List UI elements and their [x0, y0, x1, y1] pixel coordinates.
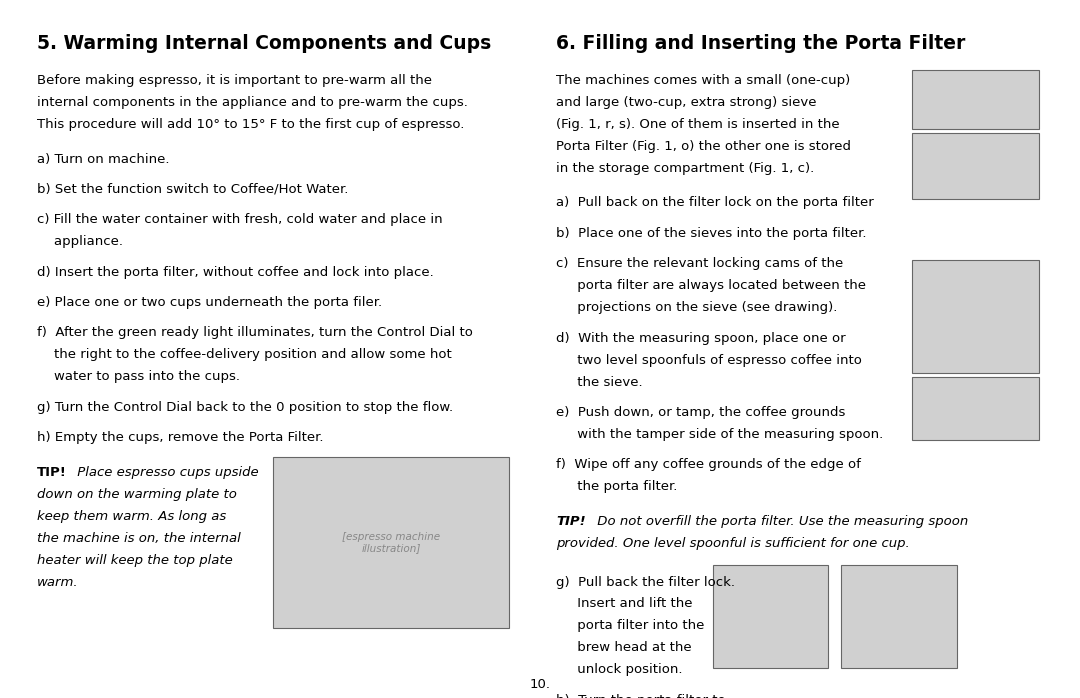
Text: a) Turn on machine.: a) Turn on machine. — [37, 153, 170, 165]
Text: e)  Push down, or tamp, the coffee grounds: e) Push down, or tamp, the coffee ground… — [556, 406, 846, 419]
Text: d) Insert the porta filter, without coffee and lock into place.: d) Insert the porta filter, without coff… — [37, 265, 433, 279]
Text: The machines comes with a small (one-cup): The machines comes with a small (one-cup… — [556, 74, 850, 87]
Text: TIP!: TIP! — [37, 466, 67, 479]
Text: f)  After the green ready light illuminates, turn the Control Dial to: f) After the green ready light illuminat… — [37, 326, 473, 339]
Text: brew head at the: brew head at the — [556, 641, 692, 655]
Text: Before making espresso, it is important to pre-warm all the: Before making espresso, it is important … — [37, 74, 432, 87]
Text: g)  Pull back the filter lock.: g) Pull back the filter lock. — [556, 575, 735, 588]
Text: c) Fill the water container with fresh, cold water and place in: c) Fill the water container with fresh, … — [37, 214, 443, 226]
Text: a)  Pull back on the filter lock on the porta filter: a) Pull back on the filter lock on the p… — [556, 197, 874, 209]
Text: Do not overfill the porta filter. Use the measuring spoon: Do not overfill the porta filter. Use th… — [593, 514, 968, 528]
Text: water to pass into the cups.: water to pass into the cups. — [37, 370, 240, 383]
Text: with the tamper side of the measuring spoon.: with the tamper side of the measuring sp… — [556, 428, 883, 441]
Text: c)  Ensure the relevant locking cams of the: c) Ensure the relevant locking cams of t… — [556, 257, 843, 270]
FancyBboxPatch shape — [912, 133, 1039, 199]
Text: porta filter into the: porta filter into the — [556, 619, 704, 632]
FancyBboxPatch shape — [912, 377, 1039, 440]
Text: and large (two-cup, extra strong) sieve: and large (two-cup, extra strong) sieve — [556, 96, 816, 109]
Text: (Fig. 1, r, s). One of them is inserted in the: (Fig. 1, r, s). One of them is inserted … — [556, 118, 840, 131]
Text: Porta Filter (Fig. 1, o) the other one is stored: Porta Filter (Fig. 1, o) the other one i… — [556, 140, 851, 153]
Text: appliance.: appliance. — [37, 235, 123, 248]
Text: b)  Place one of the sieves into the porta filter.: b) Place one of the sieves into the port… — [556, 227, 867, 240]
Text: provided. One level spoonful is sufficient for one cup.: provided. One level spoonful is sufficie… — [556, 537, 910, 550]
Text: projections on the sieve (see drawing).: projections on the sieve (see drawing). — [556, 301, 838, 314]
FancyBboxPatch shape — [713, 565, 828, 668]
FancyBboxPatch shape — [912, 260, 1039, 373]
Text: the machine is on, the internal: the machine is on, the internal — [37, 531, 241, 544]
Text: internal components in the appliance and to pre-warm the cups.: internal components in the appliance and… — [37, 96, 468, 109]
Text: [espresso machine
illustration]: [espresso machine illustration] — [342, 532, 440, 554]
Text: Place espresso cups upside: Place espresso cups upside — [73, 466, 259, 479]
Text: h)  Turn the porta filter to: h) Turn the porta filter to — [556, 694, 726, 698]
Text: unlock position.: unlock position. — [556, 663, 683, 676]
FancyBboxPatch shape — [841, 565, 957, 668]
Text: the sieve.: the sieve. — [556, 376, 643, 389]
Text: 5. Warming Internal Components and Cups: 5. Warming Internal Components and Cups — [37, 34, 491, 52]
Text: 6. Filling and Inserting the Porta Filter: 6. Filling and Inserting the Porta Filte… — [556, 34, 966, 52]
Text: down on the warming plate to: down on the warming plate to — [37, 487, 237, 500]
Text: keep them warm. As long as: keep them warm. As long as — [37, 510, 226, 523]
Text: the right to the coffee-delivery position and allow some hot: the right to the coffee-delivery positio… — [37, 348, 451, 362]
Text: two level spoonfuls of espresso coffee into: two level spoonfuls of espresso coffee i… — [556, 353, 862, 366]
Text: in the storage compartment (Fig. 1, c).: in the storage compartment (Fig. 1, c). — [556, 162, 814, 175]
Text: heater will keep the top plate: heater will keep the top plate — [37, 554, 232, 567]
Text: the porta filter.: the porta filter. — [556, 480, 677, 493]
Text: TIP!: TIP! — [556, 514, 585, 528]
Text: f)  Wipe off any coffee grounds of the edge of: f) Wipe off any coffee grounds of the ed… — [556, 458, 861, 471]
Text: Insert and lift the: Insert and lift the — [556, 597, 692, 611]
Text: warm.: warm. — [37, 575, 79, 588]
Text: porta filter are always located between the: porta filter are always located between … — [556, 279, 866, 292]
Text: 10.: 10. — [529, 678, 551, 692]
Text: d)  With the measuring spoon, place one or: d) With the measuring spoon, place one o… — [556, 332, 846, 345]
Text: g) Turn the Control Dial back to the 0 position to stop the flow.: g) Turn the Control Dial back to the 0 p… — [37, 401, 453, 414]
Text: e) Place one or two cups underneath the porta filer.: e) Place one or two cups underneath the … — [37, 296, 382, 309]
Text: b) Set the function switch to Coffee/Hot Water.: b) Set the function switch to Coffee/Hot… — [37, 183, 348, 196]
Text: This procedure will add 10° to 15° F to the first cup of espresso.: This procedure will add 10° to 15° F to … — [37, 118, 464, 131]
FancyBboxPatch shape — [273, 457, 509, 628]
FancyBboxPatch shape — [912, 70, 1039, 129]
Text: h) Empty the cups, remove the Porta Filter.: h) Empty the cups, remove the Porta Filt… — [37, 431, 323, 444]
